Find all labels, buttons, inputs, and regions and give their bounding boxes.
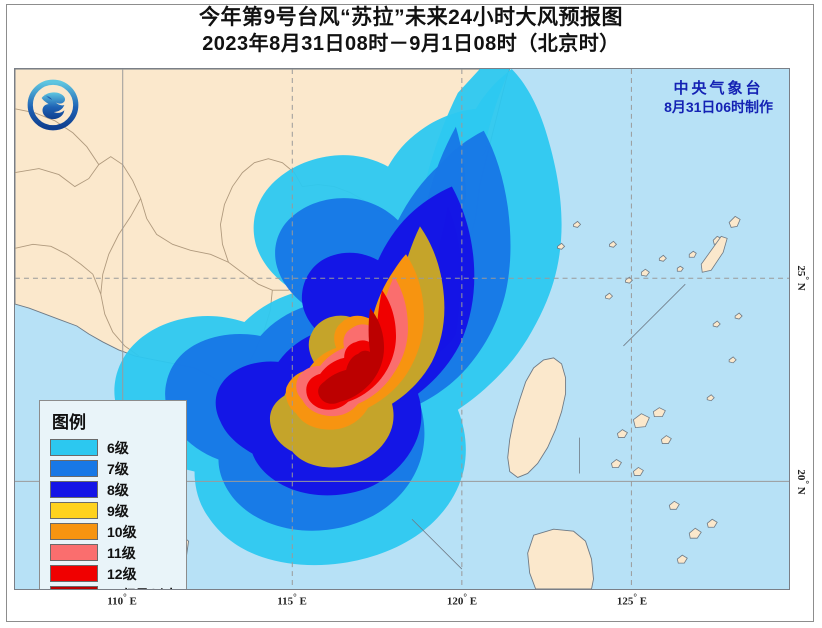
agency-stamp: 中央气象台 8月31日06时制作: [664, 79, 773, 117]
legend-swatch: [50, 481, 98, 498]
legend-swatch: [50, 502, 98, 519]
legend-item: 10级: [50, 521, 178, 542]
agency-issue-time: 8月31日06时制作: [664, 99, 773, 115]
legend-panel: 图例 6级 7级 8级 9级 10级 11级 12级 13级及以上: [39, 400, 187, 590]
legend-item: 11级: [50, 542, 178, 563]
landmass-taiwan: [507, 357, 567, 478]
legend-swatch: [50, 460, 98, 477]
cma-dragon-logo-icon: [27, 79, 79, 131]
longitude-tick-label: 110° E: [107, 592, 137, 608]
legend-item: 12级: [50, 563, 178, 584]
legend-item-label: 12级: [107, 565, 137, 582]
page-title: 今年第9号台风“苏拉”未来24小时大风预报图: [198, 6, 624, 29]
legend-item: 6级: [50, 437, 178, 458]
legend-swatch: [50, 544, 98, 561]
legend-item: 8级: [50, 479, 178, 500]
wind-contour-level-13-core: [318, 308, 385, 404]
island-lines: [411, 283, 686, 570]
small-islands: [557, 215, 743, 564]
legend-item-label: 13级及以上: [107, 585, 179, 590]
legend-swatch: [50, 523, 98, 540]
map-canvas: [15, 69, 789, 589]
legend-item-label: 9级: [107, 502, 129, 519]
longitude-tick-label: 125° E: [616, 592, 648, 608]
longitude-tick-label: 115° E: [277, 592, 307, 608]
title-block: 今年第9号台风“苏拉”未来24小时大风预报图 2023年8月31日08时－9月1…: [0, 4, 822, 57]
legend-item-label: 7级: [107, 460, 129, 477]
page-subtitle: 2023年8月31日08时－9月1日08时（北京时）: [202, 33, 620, 55]
legend-swatch: [50, 565, 98, 582]
landmass-luzon: [527, 528, 594, 589]
legend-item-label: 11级: [107, 544, 136, 561]
legend-item: 9级: [50, 500, 178, 521]
legend-item-label: 8级: [107, 481, 129, 498]
legend-item-label: 10级: [107, 523, 137, 540]
latitude-tick-label: 20° N: [795, 469, 811, 495]
legend-item-label: 6级: [107, 439, 129, 456]
longitude-tick-label: 120° E: [446, 592, 478, 608]
legend-title: 图例: [52, 413, 86, 432]
latitude-tick-label: 25° N: [795, 265, 811, 291]
legend-rows: 6级 7级 8级 9级 10级 11级 12级 13级及以上: [50, 437, 179, 590]
legend-item: 13级及以上: [50, 584, 179, 590]
legend-swatch: [50, 439, 98, 456]
agency-name: 中央气象台: [673, 80, 764, 97]
legend-swatch: [50, 586, 98, 589]
wind-forecast-map: 中央气象台 8月31日06时制作 图例 6级 7级 8级 9级 10级 11级 12级 13级…: [14, 68, 790, 590]
legend-item: 7级: [50, 458, 178, 479]
